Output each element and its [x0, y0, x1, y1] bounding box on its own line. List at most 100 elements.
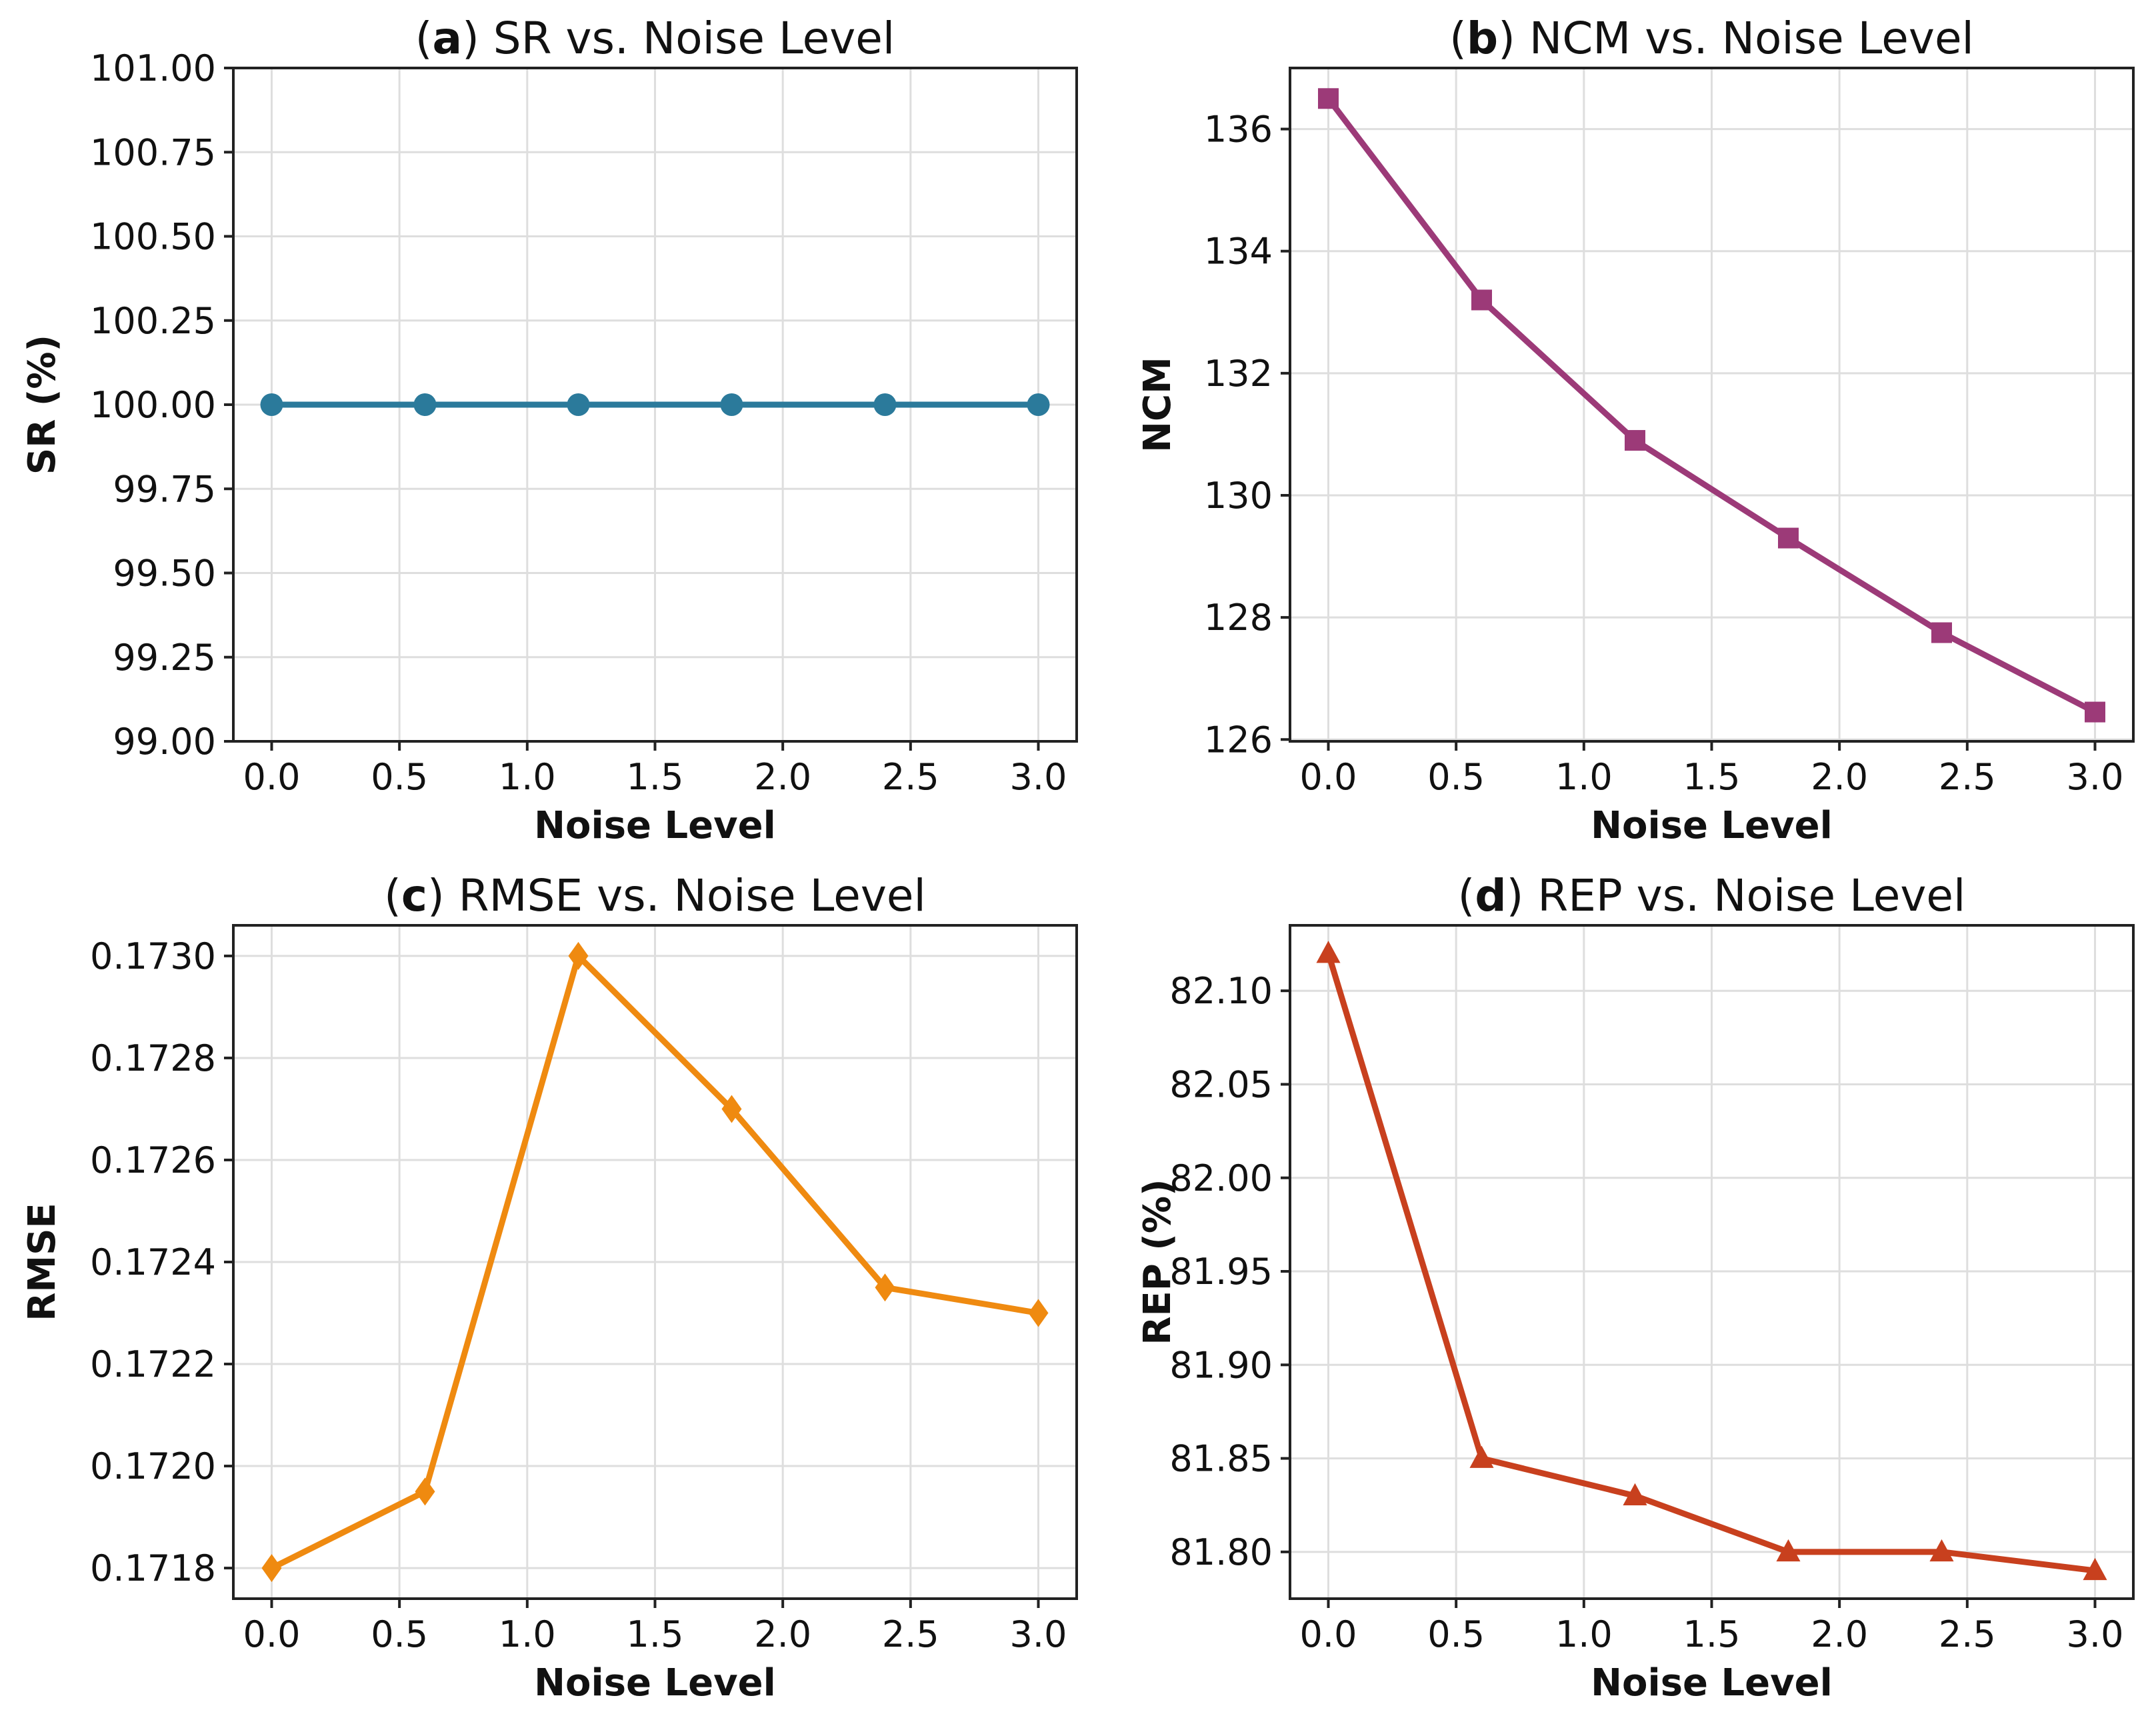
chart-title: (c) RMSE vs. Noise Level — [384, 870, 926, 921]
y-tick-label: 126 — [1204, 719, 1273, 761]
data-point — [1471, 289, 1492, 311]
data-point — [1625, 430, 1645, 451]
y-tick-label: 100.50 — [90, 216, 216, 258]
data-point — [873, 393, 897, 416]
data-point — [1028, 1299, 1049, 1327]
x-tick-label: 0.5 — [371, 1613, 428, 1655]
y-tick-label: 82.10 — [1169, 970, 1273, 1012]
x-tick-label: 3.0 — [1010, 1613, 1067, 1655]
title-letter: d — [1475, 870, 1506, 921]
data-point — [1318, 88, 1339, 109]
x-tick-label: 0.5 — [371, 756, 428, 798]
x-tick-label: 1.0 — [1555, 1613, 1613, 1655]
title-paren-open: ( — [1458, 870, 1475, 921]
x-axis-label: Noise Level — [1591, 1661, 1833, 1705]
y-tick-label: 0.1728 — [90, 1037, 216, 1079]
title-paren-close: ) — [462, 13, 493, 64]
y-tick-label: 99.00 — [113, 721, 216, 763]
y-tick-label: 134 — [1204, 231, 1273, 273]
x-tick-label: 1.5 — [627, 756, 684, 798]
data-point — [1929, 1539, 1954, 1562]
y-tick-label: 81.90 — [1169, 1344, 1273, 1386]
x-tick-label: 2.0 — [1811, 1613, 1868, 1655]
title-paren-open: ( — [1449, 13, 1467, 64]
data-point — [2083, 1557, 2107, 1581]
x-tick-label: 2.0 — [1811, 756, 1868, 798]
y-tick-label: 101.00 — [90, 47, 216, 89]
y-tick-label: 81.95 — [1169, 1251, 1273, 1293]
x-tick-label: 2.5 — [1939, 756, 1996, 798]
y-tick-label: 0.1718 — [90, 1547, 216, 1589]
x-tick-label: 3.0 — [2067, 756, 2124, 798]
title-text: RMSE vs. Noise Level — [459, 870, 926, 921]
x-tick-label: 0.0 — [243, 756, 301, 798]
x-tick-label: 2.0 — [754, 756, 811, 798]
x-tick-label: 0.5 — [1427, 1613, 1485, 1655]
panel-b: 0.0 0.5 1.0 1.5 2.0 2.5 3.0 126 128 130 132 134 136 N… — [1136, 13, 2135, 847]
panel-a: 0.0 0.5 1.0 1.5 2.0 2.5 3.0 99.00 99.25 99.50 99.7… — [21, 13, 1078, 847]
y-tick-label: 81.80 — [1169, 1531, 1273, 1573]
data-point — [1027, 393, 1050, 416]
y-tick-label: 100.75 — [90, 131, 216, 173]
series-line — [269, 953, 1041, 1571]
y-axis-label: REP (%) — [1136, 1179, 1179, 1345]
title-paren-close: ) — [1498, 13, 1529, 64]
series-line — [1325, 950, 2098, 1574]
x-tick-label: 2.5 — [1939, 1613, 1996, 1655]
data-point — [875, 1273, 895, 1302]
y-tick-label: 82.00 — [1169, 1157, 1273, 1199]
data-point — [1623, 1483, 1647, 1505]
panel-c: 0.0 0.5 1.0 1.5 2.0 2.5 3.0 0.1718 0.1720 0.1722 0… — [21, 870, 1078, 1705]
x-tick-label: 3.0 — [2067, 1613, 2124, 1655]
data-point — [260, 393, 283, 416]
title-text: SR vs. Noise Level — [493, 13, 895, 64]
data-point — [1931, 622, 1952, 643]
data-point — [1778, 527, 1799, 549]
title-paren-open: ( — [415, 13, 433, 64]
data-point — [413, 393, 437, 416]
chart-title: (a) SR vs. Noise Level — [415, 13, 895, 64]
x-tick-label: 1.0 — [1555, 756, 1613, 798]
title-paren-close: ) — [1507, 870, 1538, 921]
panel-d: 0.0 0.5 1.0 1.5 2.0 2.5 3.0 81.80 81.85 81.90 81.9… — [1136, 870, 2135, 1705]
chart-title: (b) NCM vs. Noise Level — [1449, 13, 1974, 64]
y-tick-label: 128 — [1204, 597, 1273, 639]
x-tick-label: 2.5 — [882, 1613, 939, 1655]
y-tick-label: 0.1726 — [90, 1139, 216, 1181]
series-line — [1325, 95, 2098, 715]
x-tick-label: 3.0 — [1010, 756, 1067, 798]
x-tick-label: 2.0 — [754, 1613, 811, 1655]
x-axis-label: Noise Level — [1591, 804, 1833, 847]
data-point — [2085, 701, 2105, 723]
x-tick-label: 1.0 — [499, 1613, 556, 1655]
data-point — [721, 1095, 742, 1123]
data-point — [415, 1477, 435, 1506]
title-text: NCM vs. Noise Level — [1529, 13, 1974, 64]
x-tick-label: 1.5 — [627, 1613, 684, 1655]
chart-title: (d) REP vs. Noise Level — [1458, 870, 1966, 921]
title-letter: a — [433, 13, 463, 64]
y-tick-label: 99.50 — [113, 553, 216, 595]
y-tick-label: 0.1730 — [90, 935, 216, 977]
title-text: REP vs. Noise Level — [1537, 870, 1965, 921]
data-point — [1776, 1539, 1801, 1562]
y-tick-label: 0.1720 — [90, 1445, 216, 1487]
title-letter: c — [401, 870, 427, 921]
x-axis-label: Noise Level — [534, 804, 776, 847]
data-point — [1316, 941, 1341, 963]
x-tick-label: 0.0 — [243, 1613, 301, 1655]
x-tick-label: 1.5 — [1683, 756, 1741, 798]
y-tick-label: 99.25 — [113, 637, 216, 679]
y-tick-label: 81.85 — [1169, 1438, 1273, 1480]
data-point — [567, 393, 590, 416]
y-tick-label: 100.25 — [90, 300, 216, 342]
x-tick-label: 2.5 — [882, 756, 939, 798]
y-tick-label: 136 — [1204, 109, 1273, 151]
x-tick-label: 0.5 — [1427, 756, 1485, 798]
x-tick-label: 0.0 — [1300, 1613, 1357, 1655]
y-axis-label: SR (%) — [21, 335, 64, 475]
data-point — [261, 1554, 282, 1583]
y-tick-label: 99.75 — [113, 468, 216, 510]
data-point — [568, 941, 589, 970]
